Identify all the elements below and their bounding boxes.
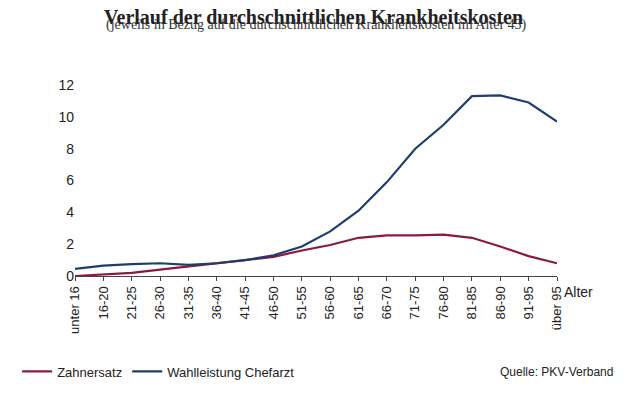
svg-text:Zahnersatz: Zahnersatz bbox=[57, 365, 122, 380]
svg-text:76-80: 76-80 bbox=[436, 286, 451, 319]
svg-text:46-50: 46-50 bbox=[266, 286, 281, 319]
svg-text:31-35: 31-35 bbox=[181, 286, 196, 319]
svg-text:26-30: 26-30 bbox=[152, 286, 167, 319]
svg-text:12: 12 bbox=[58, 77, 74, 93]
svg-text:8: 8 bbox=[66, 141, 74, 157]
svg-text:(jeweils in Bezug auf die durc: (jeweils in Bezug auf die durchschnittli… bbox=[106, 17, 527, 33]
svg-text:6: 6 bbox=[66, 172, 74, 188]
svg-text:unter 16: unter 16 bbox=[67, 286, 82, 334]
svg-text:41-45: 41-45 bbox=[237, 286, 252, 319]
svg-text:86-90: 86-90 bbox=[493, 286, 508, 319]
svg-text:Alter: Alter bbox=[564, 284, 593, 300]
svg-text:Quelle: PKV-Verband: Quelle: PKV-Verband bbox=[500, 365, 613, 379]
svg-text:91-95: 91-95 bbox=[521, 286, 536, 319]
svg-text:71-75: 71-75 bbox=[407, 286, 422, 319]
svg-text:Wahlleistung Chefarzt: Wahlleistung Chefarzt bbox=[167, 365, 294, 380]
svg-text:56-60: 56-60 bbox=[322, 286, 337, 319]
svg-text:61-65: 61-65 bbox=[351, 286, 366, 319]
svg-text:81-85: 81-85 bbox=[464, 286, 479, 319]
svg-text:4: 4 bbox=[66, 204, 74, 220]
svg-text:über 95: über 95 bbox=[549, 286, 564, 330]
svg-text:16-20: 16-20 bbox=[96, 286, 111, 319]
svg-text:21-25: 21-25 bbox=[124, 286, 139, 319]
svg-text:51-55: 51-55 bbox=[294, 286, 309, 319]
svg-text:66-70: 66-70 bbox=[379, 286, 394, 319]
svg-text:0: 0 bbox=[66, 268, 74, 284]
svg-text:10: 10 bbox=[58, 109, 74, 125]
svg-text:2: 2 bbox=[66, 236, 74, 252]
svg-text:Verlauf der durchschnittlichen: Verlauf der durchschnittlichen Krankheit… bbox=[104, 6, 523, 28]
svg-text:36-40: 36-40 bbox=[209, 286, 224, 319]
